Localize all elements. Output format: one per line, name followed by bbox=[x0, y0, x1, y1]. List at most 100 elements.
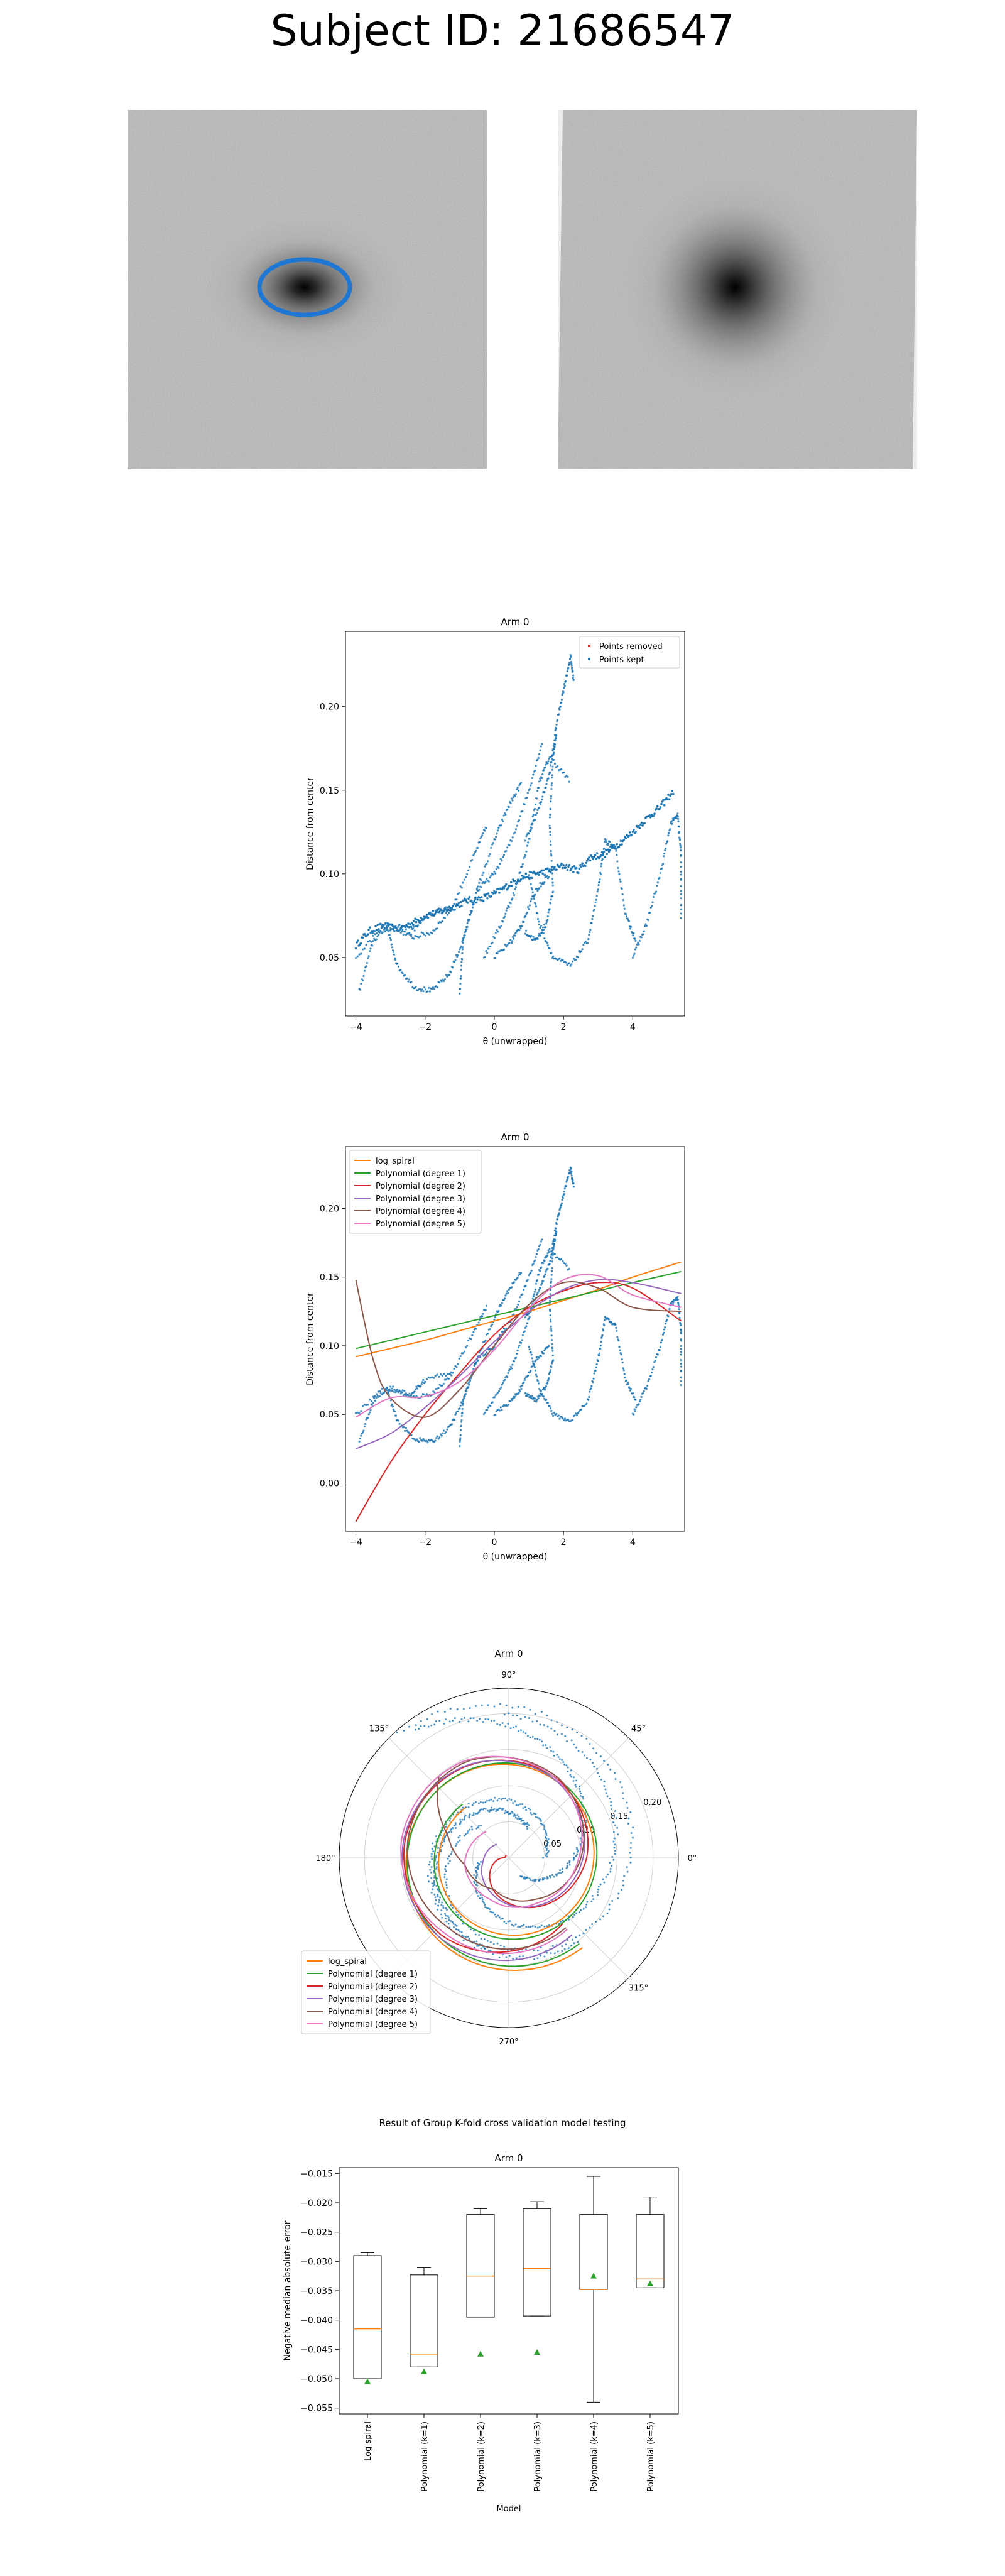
data-point bbox=[618, 873, 621, 875]
data-point bbox=[549, 840, 552, 843]
data-point bbox=[680, 1358, 683, 1362]
data-point bbox=[561, 1867, 563, 1870]
data-point bbox=[460, 887, 463, 889]
data-point bbox=[621, 887, 623, 890]
data-point bbox=[459, 1429, 462, 1431]
data-point bbox=[547, 870, 550, 873]
data-point bbox=[549, 1746, 551, 1749]
data-point bbox=[595, 898, 597, 901]
data-point bbox=[364, 1423, 367, 1426]
data-point bbox=[543, 1826, 546, 1828]
data-point bbox=[378, 1395, 381, 1397]
data-point bbox=[531, 815, 534, 817]
data-point bbox=[621, 1786, 623, 1789]
data-point bbox=[541, 1823, 543, 1826]
data-point bbox=[526, 1735, 529, 1737]
data-point bbox=[590, 1900, 593, 1902]
angle-label: 180° bbox=[315, 1854, 335, 1864]
data-point bbox=[484, 1801, 487, 1804]
data-point bbox=[514, 1923, 517, 1926]
data-point bbox=[396, 1388, 399, 1391]
polar-plot bbox=[396, 1703, 634, 1972]
data-point bbox=[617, 1340, 620, 1342]
data-point bbox=[356, 939, 359, 942]
data-point bbox=[527, 905, 530, 909]
plot-area bbox=[354, 654, 683, 995]
data-point bbox=[538, 753, 541, 755]
data-point bbox=[433, 929, 436, 932]
data-point bbox=[489, 1405, 492, 1407]
data-point bbox=[494, 872, 497, 875]
data-point bbox=[549, 1370, 551, 1373]
data-point bbox=[371, 931, 374, 934]
data-point bbox=[477, 1359, 479, 1362]
data-point bbox=[524, 1377, 527, 1380]
data-point bbox=[436, 986, 438, 989]
data-point bbox=[479, 1897, 481, 1900]
data-point bbox=[543, 791, 546, 794]
data-point bbox=[532, 1262, 535, 1265]
data-point bbox=[514, 1800, 516, 1803]
data-point bbox=[408, 978, 411, 981]
legend-box bbox=[301, 1950, 431, 2034]
data-point bbox=[629, 1811, 632, 1813]
data-point bbox=[645, 1387, 648, 1390]
data-point bbox=[518, 1271, 521, 1274]
data-point bbox=[423, 1725, 426, 1727]
data-point bbox=[612, 1831, 615, 1833]
data-point bbox=[530, 1811, 532, 1814]
data-point bbox=[519, 1718, 522, 1720]
data-point bbox=[546, 1382, 549, 1385]
data-point bbox=[533, 1363, 535, 1366]
data-point bbox=[475, 1892, 478, 1894]
data-point bbox=[524, 854, 527, 856]
data-point bbox=[372, 1395, 374, 1398]
data-point bbox=[473, 1365, 475, 1367]
data-point bbox=[660, 867, 663, 870]
data-point bbox=[449, 910, 452, 913]
data-point bbox=[441, 1384, 443, 1387]
data-point bbox=[522, 1730, 524, 1733]
data-point bbox=[573, 1856, 575, 1858]
data-point bbox=[560, 701, 563, 704]
data-point bbox=[448, 974, 450, 976]
data-point bbox=[560, 1416, 563, 1419]
data-point bbox=[393, 1390, 395, 1393]
data-point bbox=[470, 1928, 472, 1931]
data-point bbox=[453, 961, 456, 963]
data-point bbox=[543, 937, 546, 940]
data-point bbox=[437, 1438, 440, 1440]
data-point bbox=[554, 743, 557, 746]
data-point bbox=[572, 871, 575, 873]
data-point bbox=[550, 795, 553, 798]
data-point bbox=[442, 1904, 445, 1907]
data-point bbox=[478, 881, 481, 885]
data-point bbox=[679, 1324, 682, 1327]
data-point bbox=[435, 1884, 438, 1887]
data-point bbox=[493, 1705, 496, 1708]
data-point bbox=[499, 926, 501, 929]
data-point bbox=[556, 1218, 559, 1221]
data-point bbox=[631, 1836, 634, 1839]
data-point bbox=[637, 824, 640, 827]
y-tick-label: 0.05 bbox=[320, 1410, 339, 1420]
data-point bbox=[457, 1929, 460, 1931]
data-point bbox=[534, 1288, 536, 1291]
data-point bbox=[680, 854, 683, 856]
data-point bbox=[609, 848, 611, 851]
data-point bbox=[540, 885, 542, 888]
polar-fit-line bbox=[403, 1759, 589, 1953]
angle-label: 0° bbox=[688, 1854, 697, 1864]
data-point bbox=[480, 886, 482, 888]
data-point bbox=[472, 1812, 475, 1815]
data-point bbox=[680, 890, 683, 892]
data-point bbox=[573, 1852, 575, 1855]
data-point bbox=[452, 909, 454, 911]
data-point bbox=[540, 1390, 542, 1392]
data-point bbox=[558, 1209, 561, 1211]
data-point bbox=[551, 1350, 554, 1352]
data-point bbox=[539, 749, 541, 751]
data-point bbox=[413, 925, 415, 928]
data-point bbox=[498, 1956, 501, 1958]
data-point bbox=[538, 807, 541, 809]
